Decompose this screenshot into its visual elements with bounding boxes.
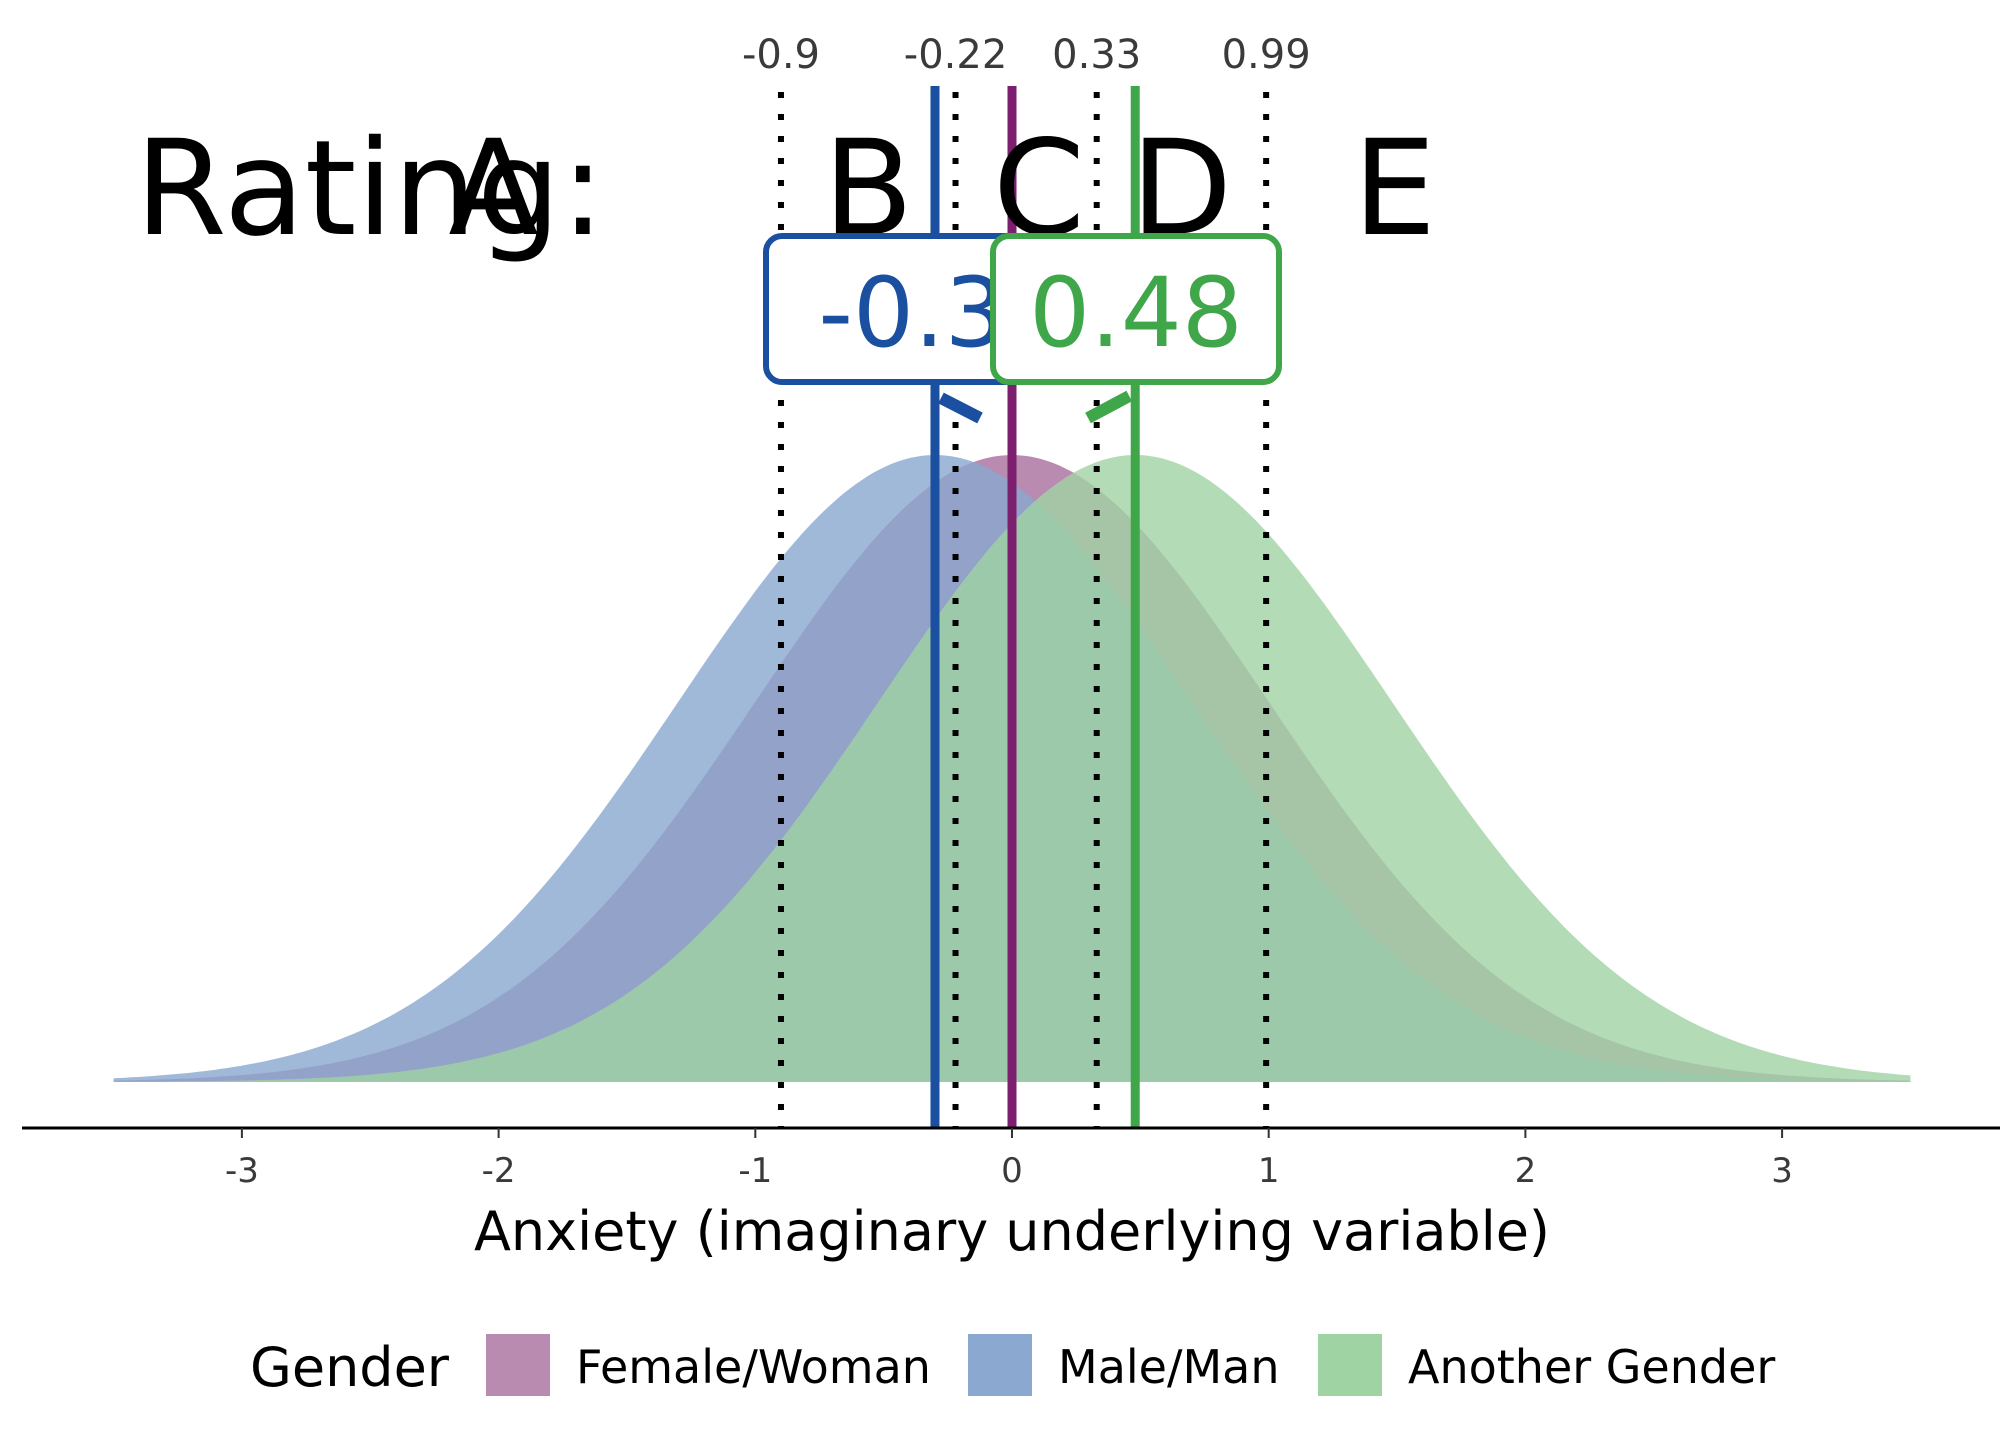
x-tick-label: -2 [482,1151,516,1191]
badge-label-male-man: -0.3 [818,257,1005,369]
threshold-lines [777,92,1270,1128]
threshold-label-4: 0.99 [1222,32,1311,78]
x-tick-label: 2 [1515,1151,1537,1191]
legend-swatch-3 [1318,1334,1382,1396]
threshold-label-3: 0.33 [1052,32,1141,78]
x-tick-label: 0 [1001,1151,1023,1191]
x-tick-label: 1 [1258,1151,1280,1191]
badge-arrows [938,390,1133,424]
badge-box-another-gender [990,233,1282,385]
threshold-labels: -0.9 -0.22 0.33 0.99 [742,32,1311,78]
mean-badges: -0.3 0.48 [763,233,1282,385]
threshold-label-1: -0.9 [742,32,820,78]
badge-arrow-male-man [938,392,983,424]
rating-category-e: E [1353,112,1436,266]
legend-label-1: Female/Woman [576,1340,931,1394]
legend-swatch-1 [486,1334,550,1396]
legend-swatch-2 [968,1334,1032,1396]
rating-prefix: Rating: [135,112,605,266]
rating-category-a: A [448,112,538,266]
badge-arrow-another-gender [1085,390,1133,424]
x-tick-label: -3 [225,1151,259,1191]
legend-label-2: Male/Man [1058,1340,1280,1394]
x-tick-label: -1 [738,1151,772,1191]
x-axis: -3 -2 -1 0 1 2 3 [22,1126,2000,1191]
legend-title: Gender [250,1336,450,1399]
legend: Gender Female/Woman Male/Man Another Gender [250,1334,1775,1399]
x-axis-label: Anxiety (imaginary underlying variable) [474,1200,1550,1263]
x-tick-label: 3 [1771,1151,1793,1191]
badge-label-another-gender: 0.48 [1029,257,1243,369]
threshold-label-2: -0.22 [904,32,1008,78]
legend-label-3: Another Gender [1408,1340,1775,1394]
